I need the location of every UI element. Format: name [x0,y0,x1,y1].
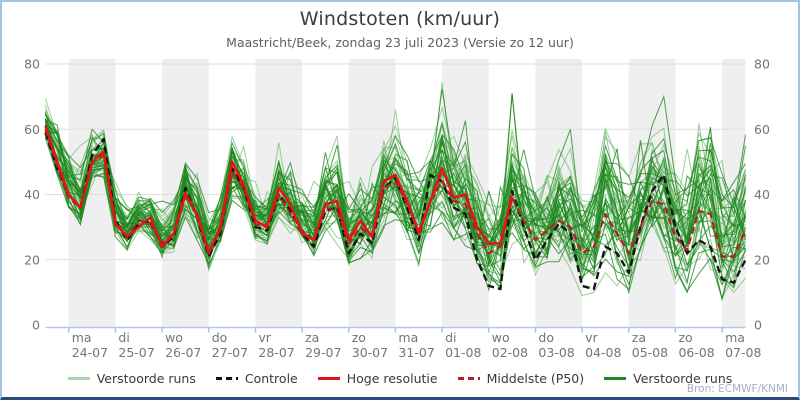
svg-text:80: 80 [754,57,770,72]
svg-text:20: 20 [754,252,770,267]
svg-text:za: za [305,330,319,345]
svg-text:vr: vr [258,330,271,345]
svg-text:31-07: 31-07 [398,345,434,360]
svg-text:40: 40 [24,187,40,202]
svg-text:ma: ma [725,330,745,345]
svg-text:02-08: 02-08 [492,345,528,360]
legend-swatch-red-line-icon [317,377,340,380]
svg-text:di: di [445,330,456,345]
svg-text:30-07: 30-07 [352,345,388,360]
svg-text:ma: ma [72,330,92,345]
svg-text:06-08: 06-08 [678,345,714,360]
legend-swatch-light-green-line-icon [67,377,90,380]
svg-text:0: 0 [754,318,762,333]
svg-text:05-08: 05-08 [632,345,668,360]
svg-text:0: 0 [32,318,40,333]
legend-swatch-black-dashed-line-icon [215,377,238,380]
legend-label: Verstoorde runs [96,371,196,386]
svg-text:27-07: 27-07 [212,345,248,360]
svg-text:40: 40 [754,187,770,202]
svg-text:wo: wo [165,330,183,345]
svg-text:24-07: 24-07 [72,345,108,360]
svg-text:07-08: 07-08 [725,345,761,360]
chart-legend: Verstoorde runs Controle Hoge resolutie … [2,371,798,386]
chart-header: Windstoten (km/uur) Maastricht/Beek, zon… [2,8,798,50]
svg-text:zo: zo [678,330,692,345]
legend-label: Controle [244,371,298,386]
svg-text:za: za [632,330,646,345]
svg-text:29-07: 29-07 [305,345,341,360]
svg-text:04-08: 04-08 [585,345,621,360]
svg-text:wo: wo [492,330,510,345]
svg-text:25-07: 25-07 [118,345,154,360]
legend-swatch-darkred-dashed-line-icon [457,377,480,380]
legend-item-verstoorde-runs-donker: Verstoorde runs [604,371,732,386]
svg-text:zo: zo [352,330,366,345]
svg-text:do: do [538,330,554,345]
chart-subtitle: Maastricht/Beek, zondag 23 juli 2023 (Ve… [226,35,574,50]
legend-label: Middelste (P50) [486,371,585,386]
legend-label: Verstoorde runs [633,371,733,386]
svg-text:01-08: 01-08 [445,345,481,360]
svg-text:28-07: 28-07 [258,345,294,360]
legend-item-controle: Controle [215,371,298,386]
legend-label: Hoge resolutie [346,371,438,386]
svg-text:03-08: 03-08 [538,345,574,360]
svg-text:do: do [212,330,228,345]
svg-text:80: 80 [24,57,40,72]
legend-item-hoge-resolutie: Hoge resolutie [317,371,438,386]
source-credit: Bron: ECMWF/KNMI [686,383,788,395]
legend-swatch-dark-green-line-icon [604,377,627,380]
legend-item-verstoorde-runs-licht: Verstoorde runs [67,371,196,386]
svg-text:ma: ma [398,330,418,345]
svg-text:vr: vr [585,330,598,345]
svg-text:26-07: 26-07 [165,345,201,360]
svg-text:di: di [118,330,129,345]
legend-item-middelste-p50: Middelste (P50) [457,371,585,386]
svg-text:20: 20 [24,252,40,267]
svg-text:60: 60 [754,122,770,137]
page-title: Windstoten (km/uur) [299,8,501,30]
svg-text:60: 60 [24,122,40,137]
